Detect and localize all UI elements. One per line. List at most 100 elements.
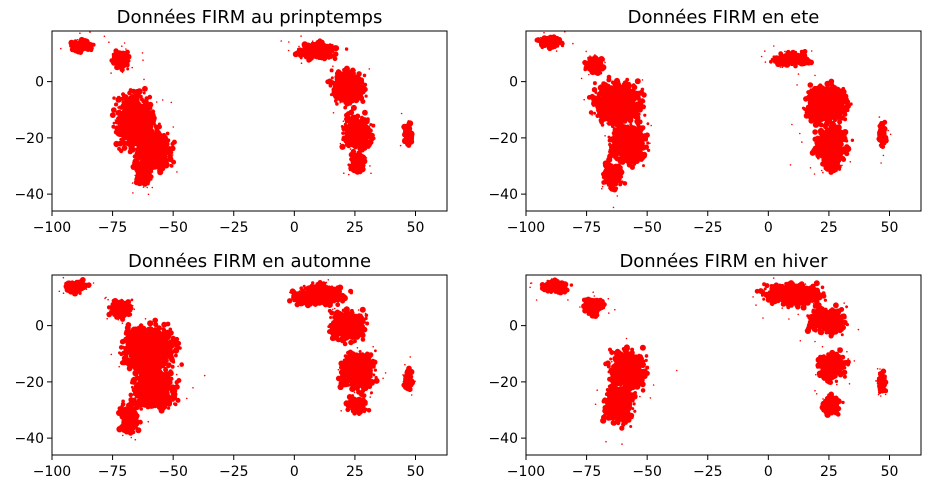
fire-point	[149, 112, 156, 119]
fire-point	[609, 98, 614, 103]
y-tick-label: 0	[35, 75, 44, 91]
fire-point	[621, 100, 628, 107]
fire-point	[114, 119, 117, 121]
fire-point	[316, 42, 318, 44]
fire-point-cluster	[343, 148, 372, 176]
fire-point	[619, 85, 626, 92]
fire-point	[115, 132, 118, 135]
fire-point	[600, 102, 603, 106]
fire-point	[147, 155, 153, 162]
fire-point	[354, 134, 359, 139]
fire-point	[116, 60, 118, 62]
fire-point	[362, 159, 365, 161]
fire-point	[160, 167, 163, 170]
fire-point	[134, 174, 136, 177]
fire-point	[632, 161, 636, 166]
fire-point	[329, 68, 334, 73]
fire-point	[634, 118, 641, 125]
fire-point	[352, 159, 356, 163]
fire-point	[147, 94, 153, 100]
fire-point	[84, 42, 88, 46]
fire-point	[332, 65, 334, 67]
fire-point	[348, 169, 351, 172]
fire-point	[631, 156, 637, 162]
fire-point	[303, 53, 310, 60]
fire-point	[160, 158, 162, 160]
fire-point	[360, 147, 365, 152]
x-tick-label: −50	[158, 220, 188, 236]
y-tick-label: −40	[14, 187, 44, 203]
fire-point	[138, 129, 145, 136]
fire-point	[300, 62, 303, 64]
fire-point	[632, 110, 640, 117]
fire-point	[112, 96, 116, 100]
fire-point	[165, 141, 170, 147]
fire-point-cluster	[325, 65, 371, 129]
fire-point	[343, 105, 348, 110]
fire-point-cluster	[60, 31, 110, 55]
fire-point-cluster	[339, 108, 376, 159]
fire-point	[341, 131, 345, 135]
fire-point	[130, 137, 133, 139]
x-tick-label: −25	[219, 220, 249, 236]
fire-point	[127, 149, 133, 155]
fire-point	[128, 88, 133, 93]
fire-point	[345, 47, 347, 49]
fire-point-cluster	[399, 112, 415, 148]
fire-point	[294, 50, 301, 57]
fire-point	[146, 186, 148, 189]
fire-point	[583, 98, 585, 101]
fire-point	[345, 117, 349, 122]
fire-point	[135, 157, 140, 162]
fire-point	[405, 141, 408, 143]
fire-point	[644, 146, 648, 150]
fire-point	[157, 124, 163, 130]
fire-point	[76, 38, 79, 41]
fire-point	[616, 156, 620, 160]
fire-point	[612, 106, 616, 111]
fire-point	[315, 39, 322, 46]
fire-point	[361, 83, 363, 85]
fire-point	[122, 133, 128, 139]
fire-point	[144, 138, 151, 145]
fire-point	[109, 112, 116, 118]
fire-point	[348, 173, 350, 176]
fire-point	[143, 78, 145, 81]
fire-point	[142, 91, 146, 95]
fire-point	[604, 112, 609, 116]
fire-point	[607, 138, 612, 143]
fire-point-cluster	[601, 115, 651, 190]
fire-point	[170, 101, 173, 104]
fire-point	[171, 154, 174, 156]
fire-point	[132, 154, 138, 159]
fire-point	[141, 105, 148, 112]
fire-point	[650, 124, 652, 127]
fire-point	[399, 144, 402, 147]
fire-point	[314, 49, 319, 53]
fire-point	[610, 80, 615, 85]
fire-point	[633, 90, 638, 96]
fire-point	[639, 149, 643, 153]
fire-point	[147, 126, 153, 133]
fire-point	[139, 123, 144, 128]
fire-point	[142, 186, 145, 188]
fire-point	[634, 78, 641, 85]
fire-point	[355, 120, 357, 123]
fire-point	[139, 94, 143, 99]
fire-point	[134, 138, 141, 145]
fire-point	[588, 110, 594, 115]
fire-point	[344, 131, 349, 136]
fire-point	[350, 114, 357, 121]
x-tick-label: 25	[346, 220, 364, 236]
fire-point	[641, 92, 647, 98]
fire-point	[119, 105, 123, 110]
fire-point	[591, 114, 593, 116]
fire-point	[143, 171, 145, 174]
fire-point	[318, 55, 320, 57]
fire-point	[125, 100, 130, 104]
fire-point	[339, 102, 341, 104]
fire-point	[114, 64, 121, 71]
fire-point	[608, 120, 614, 126]
fire-point	[146, 111, 150, 115]
fire-point	[330, 43, 334, 48]
